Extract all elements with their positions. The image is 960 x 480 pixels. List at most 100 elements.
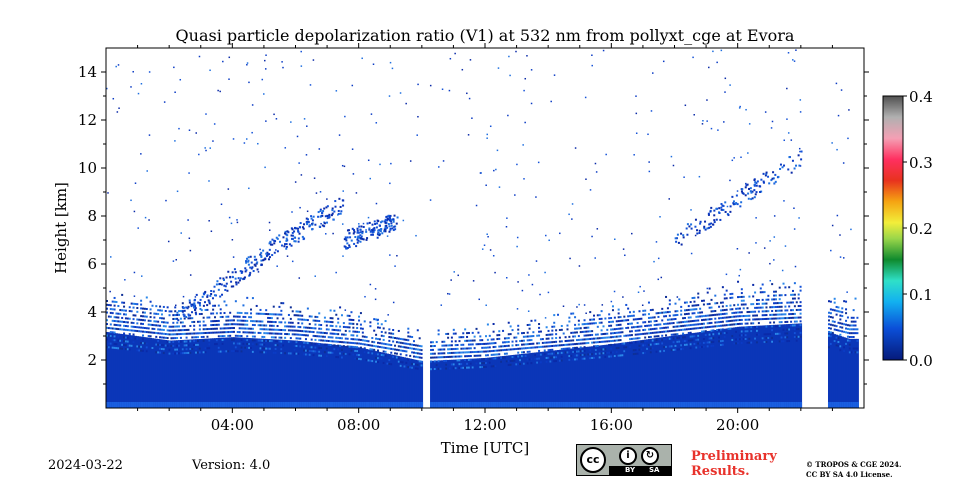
heat-cell (638, 344, 641, 347)
heat-cell (570, 348, 573, 408)
heat-cell (232, 338, 235, 341)
heat-cell (706, 331, 710, 408)
heat-cell (719, 340, 722, 343)
heat-cell (719, 313, 722, 316)
heat-cell (202, 324, 205, 327)
heat-cell (481, 350, 484, 353)
heat-cell (271, 243, 274, 246)
heat-cell (526, 335, 529, 338)
heat-cell (214, 331, 217, 334)
heat-cell (600, 317, 603, 320)
heat-cell (710, 344, 713, 347)
heat-cell (126, 344, 129, 347)
heat-cell (373, 318, 376, 321)
heat-cell (772, 171, 775, 174)
heat-cell (255, 312, 258, 315)
heat-cell (745, 184, 748, 187)
heat-cell (198, 328, 201, 331)
heat-cell (685, 312, 688, 315)
heat-cell (311, 223, 313, 225)
heat-cell (799, 308, 802, 311)
heat-cell (594, 349, 597, 352)
heat-cell (538, 346, 541, 349)
heat-cell (740, 318, 743, 321)
heat-cell (109, 315, 112, 318)
heat-cell (189, 402, 192, 408)
heat-cell (376, 222, 379, 225)
heat-cell (827, 315, 830, 318)
heat-cell (511, 354, 515, 408)
heat-cell (212, 304, 215, 307)
heat-cell (655, 335, 658, 338)
heat-cell (297, 337, 300, 340)
heat-cell (414, 355, 417, 358)
heat-cell (467, 351, 470, 354)
heat-cell (852, 338, 856, 408)
heat-cell (475, 204, 478, 207)
heat-cell (115, 65, 117, 68)
heat-cell (291, 211, 293, 213)
heat-cell (697, 292, 700, 295)
heat-cell (562, 332, 565, 335)
heat-cell (193, 324, 196, 327)
heat-cell (560, 355, 563, 358)
heat-cell (560, 348, 563, 351)
heat-cell (115, 320, 118, 323)
heat-cell (852, 328, 855, 331)
cc-license-badge[interactable]: cc i ↻ BY SA (576, 444, 672, 476)
heat-cell (306, 353, 309, 356)
heat-cell (791, 289, 794, 292)
heat-cell (462, 351, 465, 354)
heat-cell (274, 332, 277, 335)
heat-cell (411, 343, 414, 346)
heat-cell (492, 338, 495, 341)
heat-cell (136, 349, 139, 352)
heat-cell (842, 257, 845, 259)
heat-cell (280, 309, 283, 312)
heat-cell (386, 347, 389, 350)
heat-cell (234, 337, 238, 408)
heat-cell (248, 187, 250, 190)
heat-cell (555, 350, 558, 408)
heat-cell (301, 235, 304, 238)
heat-cell (699, 220, 702, 223)
heat-cell (411, 402, 414, 408)
heat-cell (217, 304, 220, 307)
heat-cell (217, 331, 220, 334)
heat-cell (356, 229, 359, 232)
heat-cell (303, 341, 306, 344)
heat-cell (721, 204, 724, 207)
heat-cell (380, 353, 383, 356)
heat-cell (632, 349, 635, 352)
heat-cell (678, 336, 681, 339)
heat-cell (630, 330, 633, 333)
heat-cell (348, 244, 351, 247)
heat-cell (412, 340, 415, 343)
heat-cell (261, 312, 264, 315)
heat-cell (115, 316, 118, 319)
heat-cell (697, 311, 700, 314)
heat-cell (733, 323, 736, 326)
heat-cell (661, 327, 664, 330)
heat-cell (378, 326, 381, 329)
heat-cell (367, 359, 370, 362)
heat-cell (145, 327, 148, 330)
heat-cell (519, 363, 522, 366)
heat-cell (202, 339, 205, 342)
heat-cell (231, 319, 234, 322)
heat-cell (784, 313, 787, 316)
heat-cell (342, 325, 345, 328)
heat-cell (575, 327, 578, 330)
heat-cell (435, 356, 438, 359)
heat-cell (443, 356, 446, 359)
heat-cell (797, 305, 800, 308)
heat-cell (774, 294, 777, 297)
heat-cell (267, 328, 270, 331)
heat-cell (642, 339, 645, 408)
heat-cell (433, 360, 436, 363)
heat-cell (195, 343, 198, 346)
heat-cell (623, 334, 626, 337)
heat-cell (623, 319, 626, 322)
heat-cell (128, 344, 131, 347)
heat-cell (697, 323, 700, 326)
